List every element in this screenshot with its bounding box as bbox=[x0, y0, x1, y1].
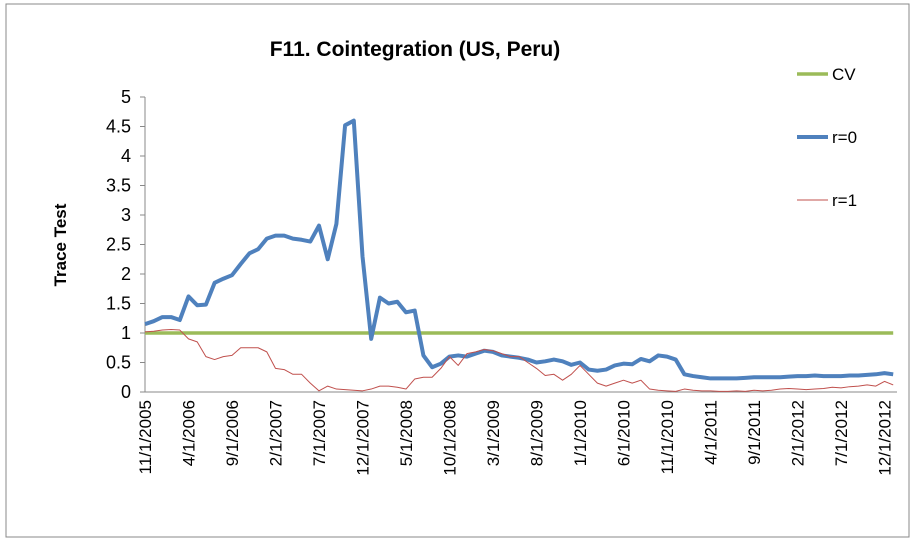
x-tick-label: 9/1/2011 bbox=[745, 400, 764, 465]
x-tick-label: 7/1/2007 bbox=[310, 400, 329, 466]
x-tick-label: 11/1/2005 bbox=[136, 400, 155, 474]
y-tick-label: 0.5 bbox=[106, 353, 131, 373]
x-tick-label: 10/1/2008 bbox=[441, 400, 460, 476]
x-tick-label: 4/1/2011 bbox=[702, 400, 721, 465]
y-tick-label: 0 bbox=[121, 382, 131, 402]
y-tick-label: 3 bbox=[121, 205, 131, 225]
x-tick-label: 1/1/2010 bbox=[571, 400, 590, 466]
x-tick-label: 12/1/2007 bbox=[354, 400, 373, 476]
x-tick-label: 2/1/2007 bbox=[267, 400, 286, 466]
y-tick-label: 4 bbox=[121, 146, 131, 166]
y-axis-label: Trace Test bbox=[51, 203, 70, 286]
x-tick-label: 8/1/2009 bbox=[528, 400, 547, 466]
x-tick-label: 3/1/2009 bbox=[484, 400, 503, 466]
series-line bbox=[144, 328, 894, 392]
legend-label: CV bbox=[832, 65, 856, 84]
x-tick-label: 12/1/2012 bbox=[876, 400, 895, 476]
x-tick-label: 6/1/2010 bbox=[615, 400, 634, 466]
chart-title: F11. Cointegration (US, Peru) bbox=[270, 38, 561, 61]
x-tick-label: 11/1/2010 bbox=[658, 400, 677, 474]
y-tick-label: 4.5 bbox=[106, 117, 131, 137]
y-tick-label: 5 bbox=[121, 87, 131, 107]
legend-label: r=0 bbox=[832, 128, 857, 147]
x-tick-label: 5/1/2008 bbox=[397, 400, 416, 466]
y-tick-label: 1 bbox=[121, 323, 131, 343]
y-tick-label: 1.5 bbox=[106, 294, 131, 314]
y-tick-label: 2.5 bbox=[106, 235, 131, 255]
x-tick-label: 2/1/2012 bbox=[789, 400, 808, 466]
series-line bbox=[144, 118, 894, 381]
legend-label: r=1 bbox=[832, 191, 857, 210]
x-tick-label: 4/1/2006 bbox=[180, 400, 199, 466]
x-tick-label: 9/1/2006 bbox=[223, 400, 242, 466]
y-tick-label: 3.5 bbox=[106, 176, 131, 196]
chart-border bbox=[5, 3, 910, 538]
y-tick-label: 2 bbox=[121, 264, 131, 284]
x-tick-label: 7/1/2012 bbox=[832, 400, 851, 466]
